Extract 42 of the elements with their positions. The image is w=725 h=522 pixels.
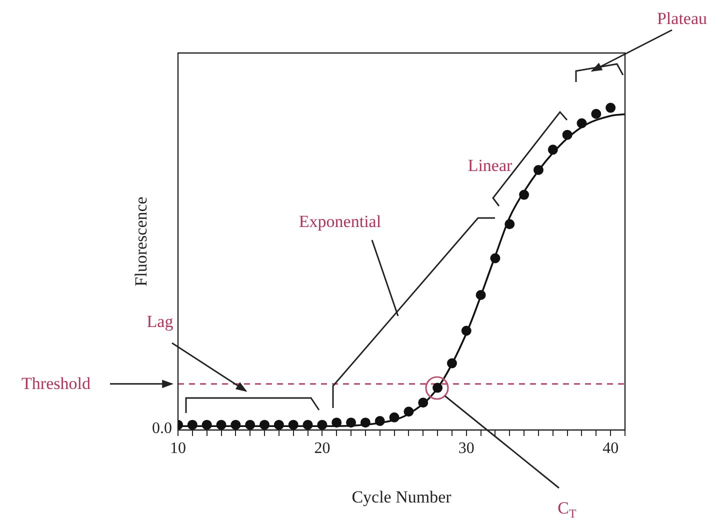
x-tick-label: 40 (602, 440, 619, 457)
point (332, 418, 342, 428)
point (245, 420, 256, 430)
point (533, 164, 544, 175)
annotation: Linear (468, 156, 512, 176)
text: Lag (146, 312, 174, 332)
point (591, 108, 602, 119)
point (288, 420, 298, 430)
x-axis-title: Cycle Number (352, 487, 452, 506)
point (446, 358, 457, 368)
point (360, 418, 370, 428)
ref-line-label: Threshold (22, 374, 90, 394)
point (187, 420, 198, 430)
point (302, 420, 313, 430)
point (404, 406, 414, 417)
point (576, 118, 587, 128)
point (346, 418, 356, 428)
point (562, 130, 572, 140)
point (418, 398, 428, 408)
x-tick-label: 30 (458, 440, 474, 457)
text: 0.0 (152, 420, 172, 438)
text: C$_{T}$ (558, 498, 576, 522)
annotation: Exponential (298, 212, 382, 232)
point (606, 102, 616, 113)
point (548, 144, 558, 155)
text: Plateau (656, 9, 708, 29)
point (274, 420, 284, 430)
x-tick-label: 10 (170, 440, 186, 457)
point (216, 420, 226, 430)
point (317, 420, 328, 430)
point (260, 420, 270, 430)
y-axis-title: Fluorescence (132, 196, 151, 286)
point (202, 420, 212, 430)
point (461, 326, 472, 336)
point (490, 253, 500, 264)
point (476, 290, 486, 300)
x-tick-label: 20 (314, 440, 330, 457)
point (230, 420, 241, 430)
point (374, 416, 385, 426)
point (519, 190, 530, 200)
point (389, 412, 400, 422)
point (504, 219, 515, 230)
